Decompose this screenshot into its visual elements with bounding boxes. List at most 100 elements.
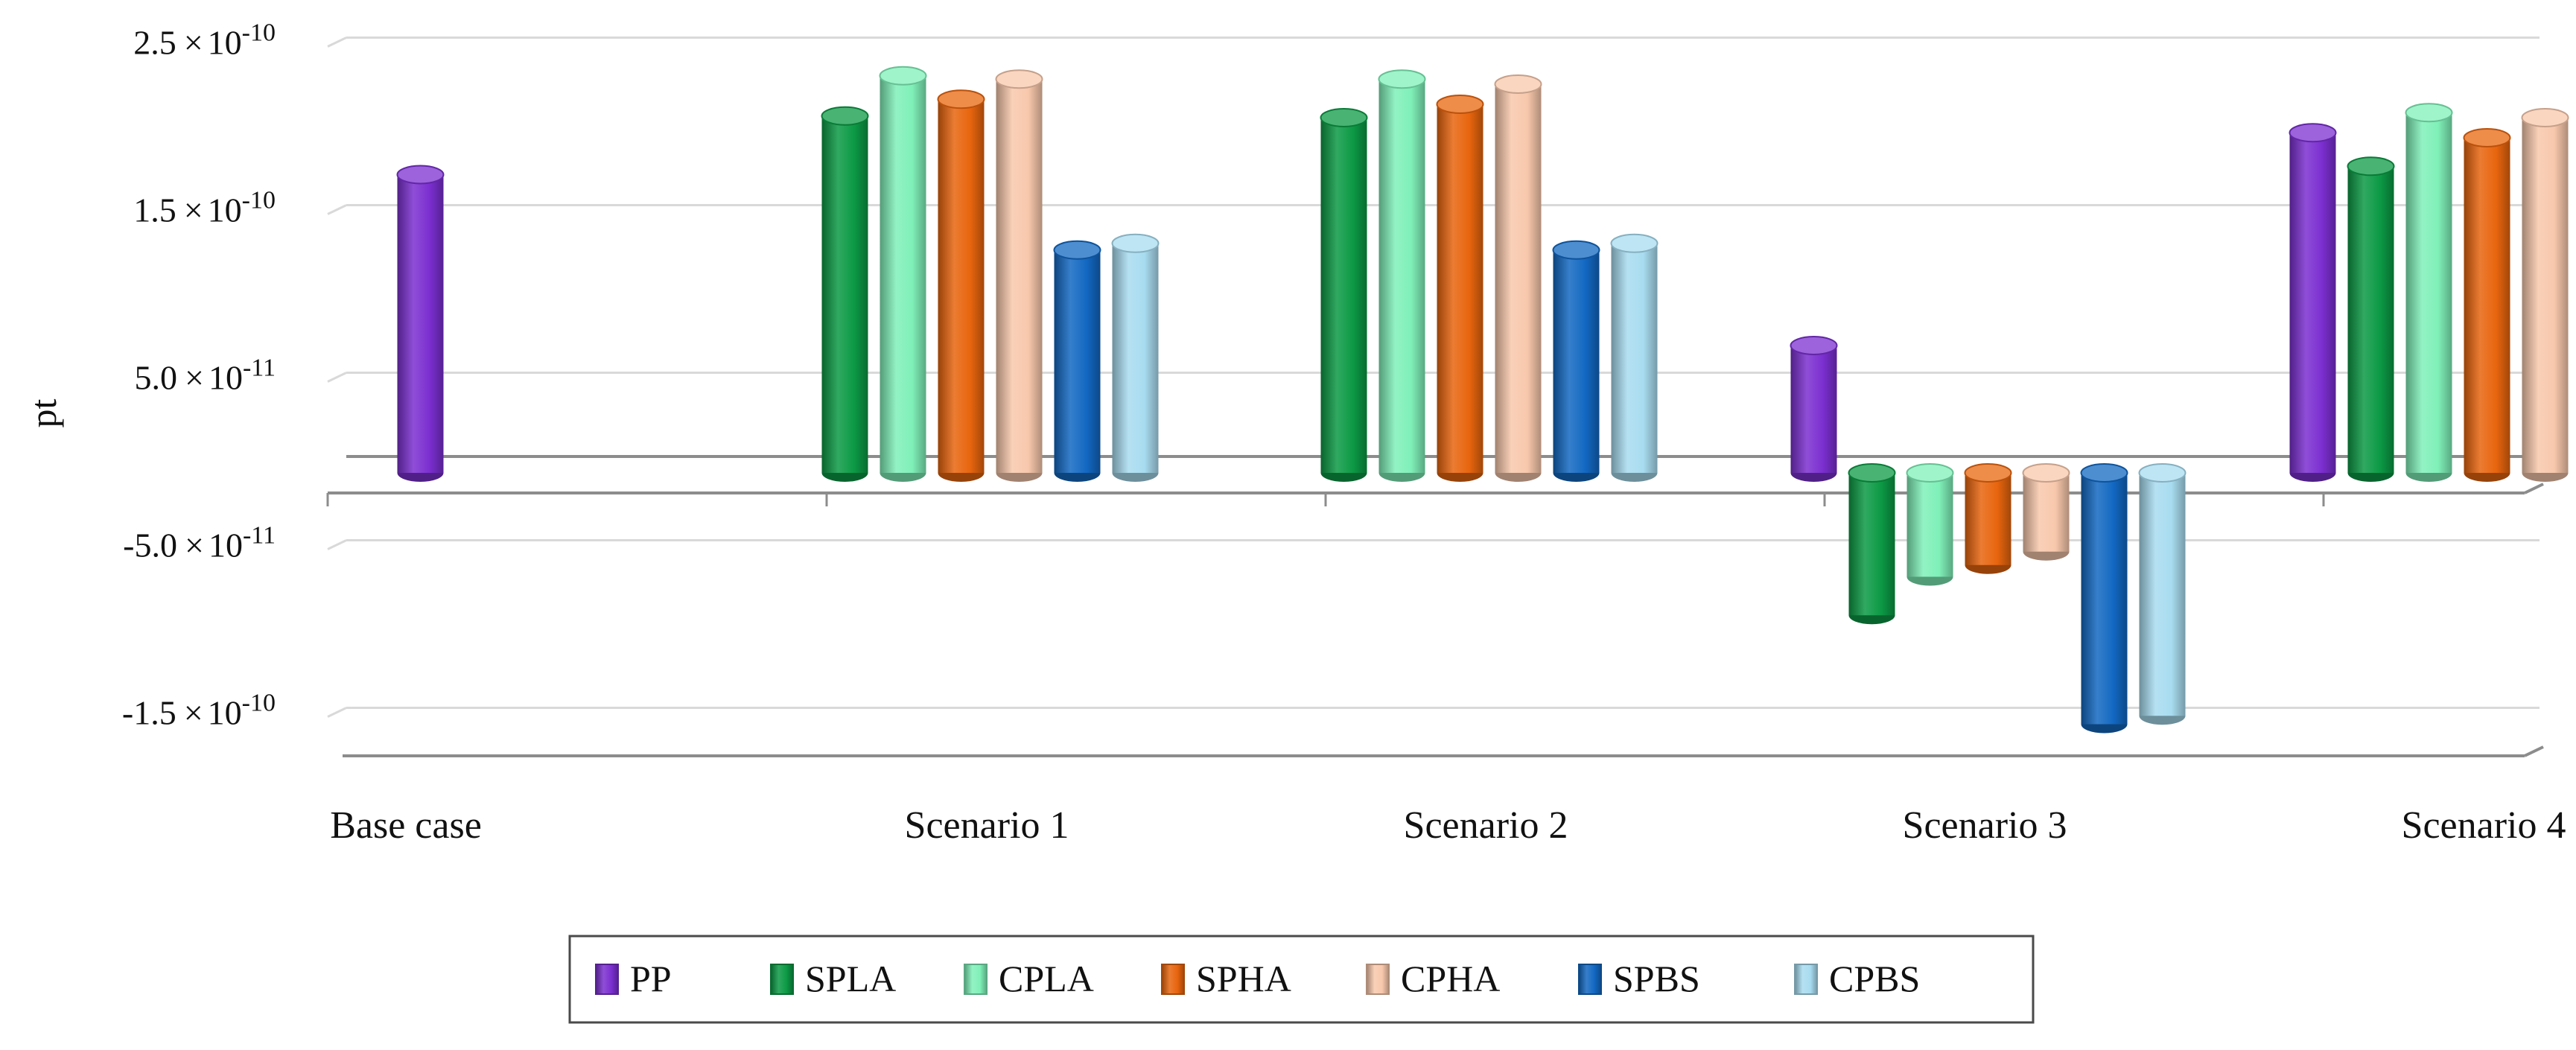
bar-cap [1552,240,1600,260]
bar-cap [1378,69,1426,89]
bar-body [938,99,985,473]
bar-cap [2521,108,2569,127]
bar-cpha-4 [2521,108,2569,482]
legend-swatch [964,964,988,995]
legend-swatch [1161,964,1185,995]
category-label: Base case [330,804,482,847]
grid-layer [327,36,2540,718]
bar-body [1320,118,1367,473]
legend-box [568,935,2035,1024]
legend-swatch [1366,964,1390,995]
legend-item-spla: SPLA [770,958,896,999]
bar-cap [2347,156,2395,176]
category-label: Scenario 4 [2402,804,2566,847]
bar-cap [879,66,927,86]
legend-label: SPHA [1196,958,1291,999]
y-tick-label: 2.5 × 10-10 [133,19,276,62]
bar-body [397,174,444,473]
bar-body [1790,346,1837,473]
bar-body [2405,112,2452,473]
category-label: Scenario 1 [905,804,1069,847]
bar-cap [2022,463,2070,483]
y-tick-label: 1.5 × 10-10 [133,187,276,229]
bar-cap [995,69,1043,89]
gridline-depth [327,539,347,550]
bar-spha-3 [1964,463,2012,574]
gridline-depth [327,204,347,215]
bar-cpla-4 [2405,103,2453,482]
bar-body [2347,166,2394,473]
gridline-depth [327,36,347,48]
bar-spla-1 [821,106,869,482]
bar-cap [821,106,869,126]
legend-label: CPHA [1401,958,1500,999]
legend-swatch [1578,964,1602,995]
bar-cap [1111,233,1160,253]
bar-body [2081,473,2128,725]
y-tick-label: -5.0 × 10-11 [123,522,276,564]
bar-cap [2289,123,2337,143]
bar-cap [1964,463,2012,483]
bar-spbs-2 [1552,240,1600,482]
bar-body [2522,118,2569,473]
bar-cap [1320,108,1368,127]
legend-label: CPLA [999,958,1094,999]
bar-body [1848,473,1895,616]
gridline-depth [327,707,347,718]
legend-swatch [770,964,794,995]
legend-item-pp: PP [595,958,672,999]
bar-spha-2 [1436,95,1484,482]
bar-cpbs-2 [1610,233,1659,482]
bar-cap [937,89,985,109]
bar-cpha-3 [2022,463,2070,561]
bar-pp-4 [2289,123,2337,482]
bar-cap [2405,103,2453,123]
bar-cap [1790,336,1838,355]
bar-body [2023,473,2070,552]
bar-pp-3 [1790,336,1838,482]
bar-body [1553,249,1600,473]
bar-body [1495,84,1542,473]
bar-spha-4 [2463,128,2511,482]
legend-label: SPBS [1613,958,1700,999]
bar-cpla-2 [1378,69,1426,482]
floor-depth [2524,745,2544,757]
bar-cap [1848,463,1896,483]
bar-body [2289,133,2336,473]
legend-swatch [595,964,619,995]
bar-body [996,79,1043,473]
bar-spla-4 [2347,156,2395,482]
legend-label: CPBS [1829,958,1920,999]
bar-cap [1610,233,1659,253]
bar-body [2139,473,2186,716]
bar-cap [2080,463,2128,483]
bar-body [1611,243,1658,473]
legend-item-cpha: CPHA [1366,958,1500,999]
bar-cpla-3 [1906,463,1954,586]
category-label: Scenario 3 [1903,804,2067,847]
bar-spla-2 [1320,108,1368,482]
bar-cap [1494,74,1542,94]
bar-body [1112,243,1159,473]
legend: PP SPLA CPLA SPHA CPHA SPBS CPBS [568,935,2035,1024]
bar-body [821,115,868,473]
bar-body [1437,104,1483,473]
bar-cap [1053,240,1101,260]
bar-body [1965,473,2011,565]
gridline-depth [327,372,347,383]
bar-cpha-1 [995,69,1043,482]
bar-body [1906,473,1953,577]
legend-label: PP [630,958,672,999]
bar-cpbs-1 [1111,233,1160,482]
legend-item-cpla: CPLA [964,958,1094,999]
bar-cap [1906,463,1954,483]
legend-item-spha: SPHA [1161,958,1291,999]
bar-cap [1436,95,1484,114]
bar-pp-0 [396,165,445,482]
y-tick-label: -1.5 × 10-10 [122,690,276,732]
category-label: Scenario 2 [1404,804,1568,847]
bar-cpha-2 [1494,74,1542,482]
y-tick-label: 5.0 × 10-11 [134,354,276,397]
